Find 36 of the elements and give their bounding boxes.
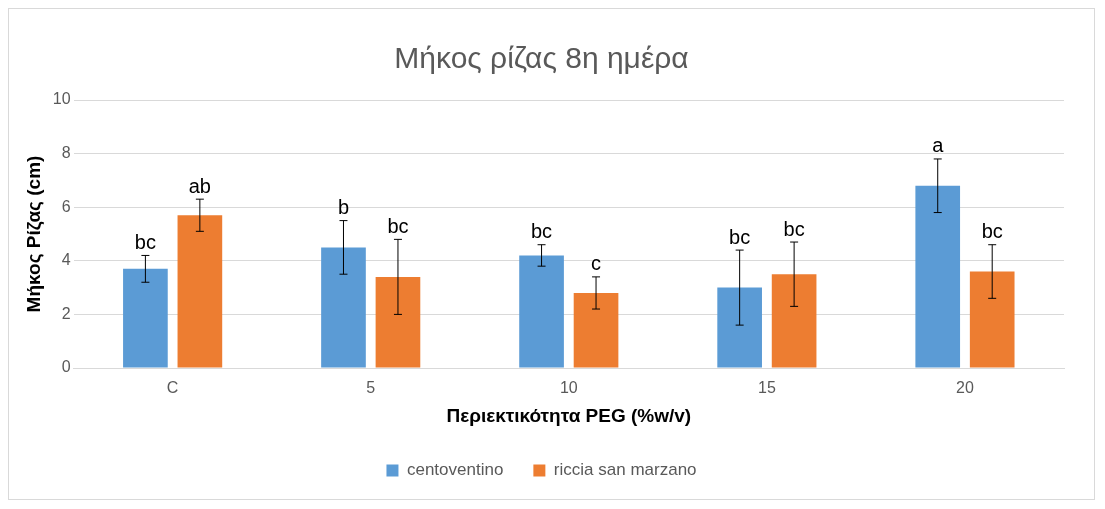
bar [177, 215, 223, 368]
annotation: bc [981, 220, 1003, 243]
bar [717, 287, 762, 368]
x-tick-label: 20 [956, 379, 974, 397]
y-tick-label: 4 [61, 251, 71, 269]
y-tick-label: 0 [61, 358, 71, 376]
bar [969, 271, 1015, 368]
bar [375, 276, 421, 368]
bar [573, 292, 619, 368]
bar [771, 274, 817, 368]
annotation: a [932, 134, 945, 157]
bar [123, 268, 168, 368]
y-tick-label: 10 [52, 90, 71, 108]
annotation: c [591, 252, 602, 275]
annotation: ab [188, 174, 211, 197]
annotation: b [337, 196, 350, 219]
y-tick-label: 6 [61, 197, 71, 215]
annotation: bc [387, 214, 409, 237]
y-axis-title: Μήκος Ρίζας (cm) [22, 155, 45, 313]
y-tick-label: 8 [61, 144, 71, 162]
bar [519, 255, 564, 368]
x-tick-label: C [166, 379, 179, 397]
annotation: bc [134, 230, 156, 253]
x-axis-title: Περιεκτικότητα PEG (%w/v) [446, 404, 692, 426]
x-tick-label: 10 [559, 379, 578, 397]
legend-label: riccia san marzano [553, 460, 697, 480]
chart-title: Μήκος ρίζας 8η ημέρα [394, 41, 689, 75]
annotation: bc [531, 220, 553, 243]
x-tick-label: 15 [757, 379, 776, 397]
legend-label: centoventino [406, 460, 504, 480]
annotation: bc [783, 217, 805, 240]
x-tick-label: 5 [366, 379, 376, 397]
y-tick-label: 2 [61, 304, 71, 322]
bar [915, 185, 961, 368]
annotation: bc [729, 225, 751, 248]
bar [321, 247, 366, 368]
